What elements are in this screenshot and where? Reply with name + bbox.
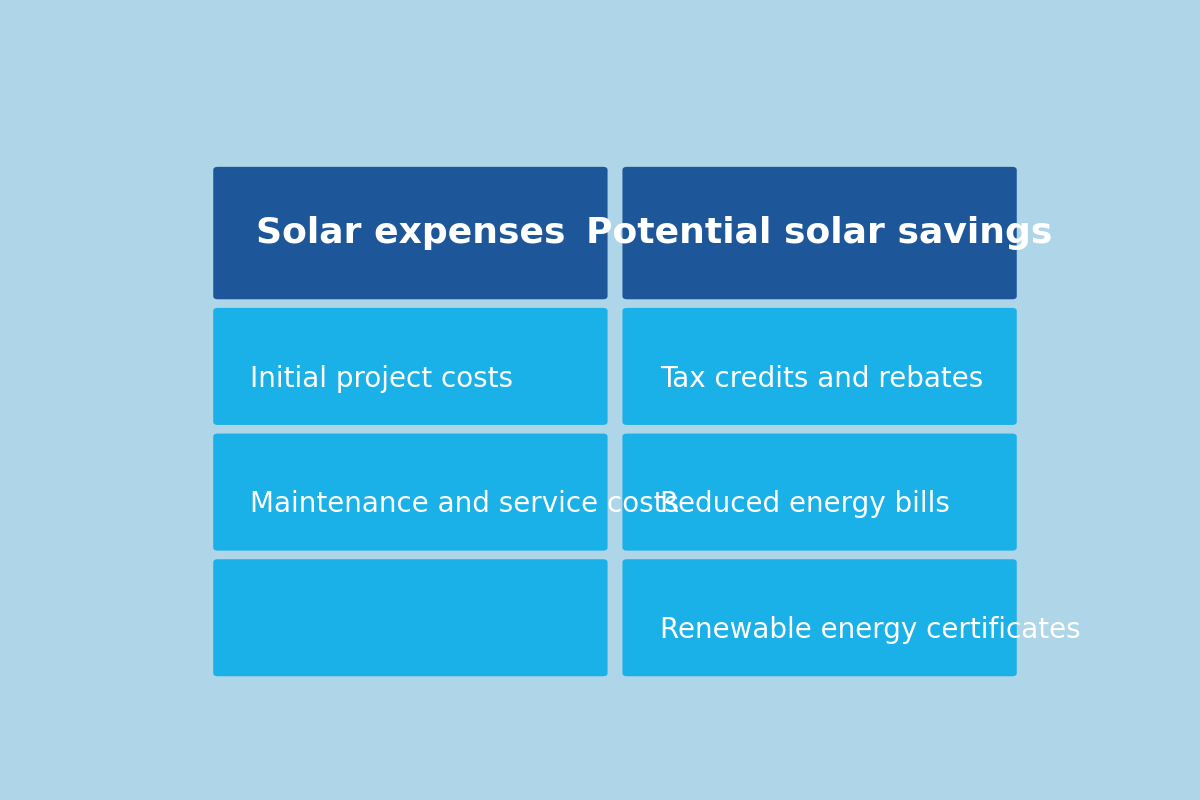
FancyBboxPatch shape: [623, 308, 1016, 425]
FancyBboxPatch shape: [214, 434, 607, 550]
FancyBboxPatch shape: [623, 167, 1016, 299]
FancyBboxPatch shape: [214, 559, 607, 676]
FancyBboxPatch shape: [623, 559, 1016, 676]
FancyBboxPatch shape: [214, 167, 607, 299]
Text: Reduced energy bills: Reduced energy bills: [660, 490, 949, 518]
Text: Potential solar savings: Potential solar savings: [587, 216, 1052, 250]
Text: Initial project costs: Initial project costs: [251, 365, 514, 393]
Text: Maintenance and service costs: Maintenance and service costs: [251, 490, 679, 518]
Text: Renewable energy certificates: Renewable energy certificates: [660, 616, 1080, 644]
FancyBboxPatch shape: [214, 308, 607, 425]
Text: Solar expenses: Solar expenses: [256, 216, 565, 250]
Text: Tax credits and rebates: Tax credits and rebates: [660, 365, 983, 393]
FancyBboxPatch shape: [623, 434, 1016, 550]
